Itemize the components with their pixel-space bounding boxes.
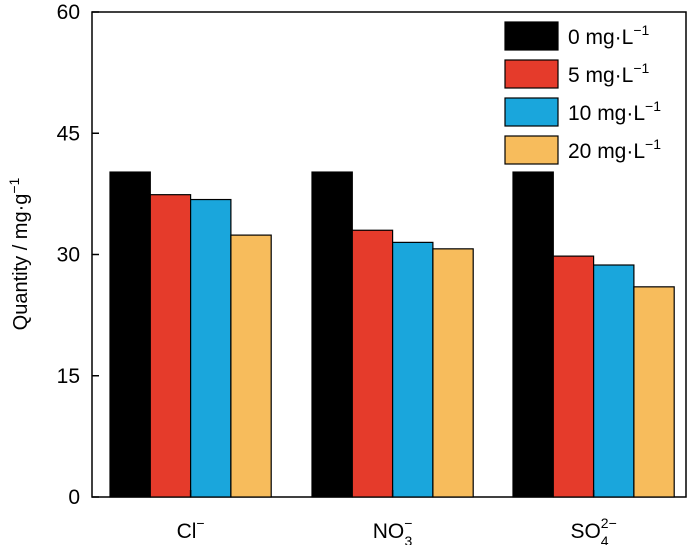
legend-label-sup: −1 [645, 98, 661, 114]
bar-1-3 [432, 248, 474, 498]
y-tick-label: 30 [57, 244, 80, 267]
x-category-base: Cl [177, 520, 197, 543]
bar-0-1 [149, 194, 192, 498]
y-ticks: 0 15 30 45 60 [57, 1, 99, 509]
legend-label-sup: −1 [645, 136, 661, 152]
legend-label-2: 10 mg·L−1 [568, 98, 661, 125]
bar-2-3 [633, 286, 675, 498]
y-tick-label: 15 [57, 365, 80, 388]
legend-swatch-1 [504, 59, 559, 89]
legend-label-text: 0 mg·L [568, 26, 633, 49]
legend-label-sup: −1 [633, 60, 649, 76]
legend: 0 mg·L−15 mg·L−110 mg·L−120 mg·L−1 [504, 21, 661, 165]
x-category-sub: 4 [601, 533, 609, 545]
bar-2-2 [592, 264, 635, 498]
x-category-label: NO− 3 [373, 515, 413, 545]
legend-label-text: 10 mg·L [568, 102, 645, 125]
y-tick-label: 0 [68, 486, 80, 509]
x-category-base: SO [570, 520, 600, 543]
x-category-labels: Cl− NO− 3 SO2− 4 [177, 490, 617, 545]
x-category-label: Cl− [177, 515, 205, 543]
legend-label-text: 5 mg·L [568, 64, 633, 87]
legend-label-1: 5 mg·L−1 [568, 60, 650, 87]
y-tick-label: 60 [57, 1, 80, 24]
legend-label-0: 0 mg·L−1 [568, 22, 650, 49]
y-axis-title: Quantity / mg·g−1 [6, 177, 32, 330]
bars [109, 171, 675, 498]
legend-label-text: 20 mg·L [568, 140, 645, 163]
x-category-label: SO2− 4 [570, 515, 616, 545]
x-category-sub: 3 [404, 533, 412, 545]
bar-0-2 [190, 198, 232, 498]
x-category-base: NO [373, 520, 405, 543]
legend-swatch-2 [504, 97, 559, 127]
bar-1-2 [392, 241, 434, 498]
bar-2-1 [552, 255, 595, 498]
x-category-sup: − [196, 515, 204, 531]
bar-1-0 [311, 171, 353, 498]
legend-label-3: 20 mg·L−1 [568, 136, 661, 163]
y-tick-label: 45 [57, 122, 80, 145]
x-category-sup: − [404, 515, 412, 531]
bar-0-0 [109, 171, 151, 498]
legend-swatch-3 [504, 135, 559, 165]
y-axis-title-sup: −1 [6, 177, 22, 193]
y-axis-label: Quantity / mg·g−1 [6, 177, 32, 330]
legend-label-sup: −1 [633, 22, 649, 38]
bar-2-0 [512, 171, 554, 498]
bar-0-3 [230, 234, 272, 498]
x-category-sup: 2− [601, 515, 617, 531]
bar-1-1 [351, 229, 394, 498]
y-axis-title-text: Quantity / mg·g [10, 194, 32, 331]
legend-swatch-0 [504, 21, 559, 51]
